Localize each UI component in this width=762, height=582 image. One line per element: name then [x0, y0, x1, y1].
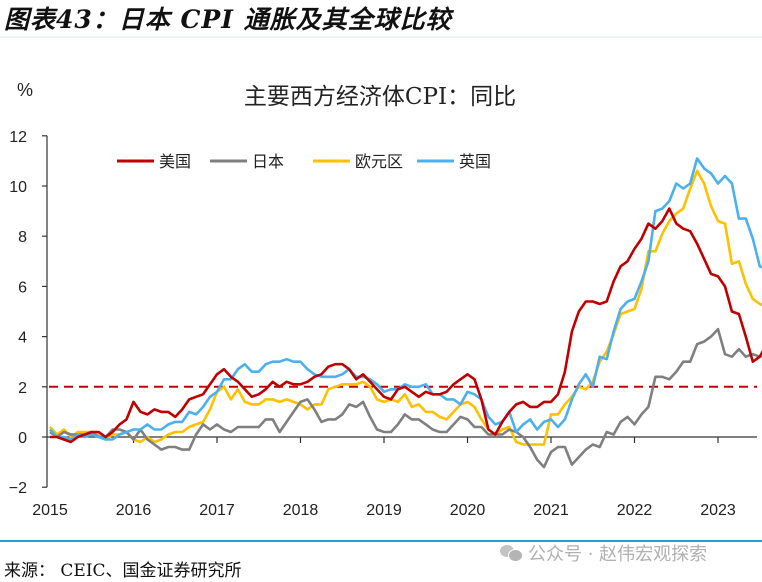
- series-line-us: [50, 207, 762, 444]
- x-tick-label: 2022: [617, 502, 653, 519]
- y-tick-label: 8: [18, 229, 27, 246]
- top-divider: [0, 36, 762, 38]
- y-tick-label: 10: [9, 179, 27, 196]
- y-tick-label: 6: [18, 279, 27, 296]
- legend-label: 英国: [459, 152, 491, 171]
- y-tick-label: 0: [18, 430, 27, 447]
- figure-title: 图表43：日本 CPI 通胀及其全球比较: [4, 5, 452, 34]
- x-tick-label: 2016: [116, 502, 152, 519]
- series-line-uk: [49, 157, 762, 441]
- source-note: 来源： CEIC、国金证券研究所: [4, 561, 242, 581]
- wechat-icon: [500, 544, 523, 562]
- x-tick-label: 2020: [450, 502, 486, 519]
- series-line-eurozone: [49, 169, 762, 446]
- y-tick-label: 2: [18, 380, 27, 397]
- y-tick-label: −2: [9, 480, 27, 497]
- legend-label: 欧元区: [355, 152, 403, 171]
- series-lines: [49, 157, 762, 469]
- series-line-japan: [49, 327, 762, 469]
- x-tick-label: 2018: [283, 502, 319, 519]
- x-tick-label: 2021: [533, 502, 569, 519]
- legend: 美国 日本 欧元区 英国: [117, 152, 491, 171]
- bottom-divider: [0, 540, 762, 542]
- legend-label: 美国: [159, 152, 191, 171]
- y-tick-label: 4: [18, 330, 27, 347]
- y-tick-label: 12: [9, 129, 27, 146]
- axes: −2 0 2 4 6 8 10 12 2015 2016 2017 2018 2019 2020 2021 2…: [9, 129, 757, 519]
- y-axis-unit-label: %: [17, 80, 33, 100]
- watermark: 公众号 · 赵伟宏观探索: [500, 540, 707, 566]
- x-tick-label: 2015: [32, 502, 68, 519]
- x-tick-label: 2017: [199, 502, 235, 519]
- x-tick-label: 2023: [700, 502, 736, 519]
- x-tick-label: 2019: [366, 502, 402, 519]
- cpi-chart: % 主要西方经济体CPI：同比 −2 0 2 4 6 8 10 12 2015 2016 2017 2…: [9, 80, 762, 519]
- chart-title: 主要西方经济体CPI：同比: [244, 84, 516, 110]
- watermark-text: 公众号 · 赵伟宏观探索: [528, 544, 708, 565]
- legend-label: 日本: [252, 152, 284, 171]
